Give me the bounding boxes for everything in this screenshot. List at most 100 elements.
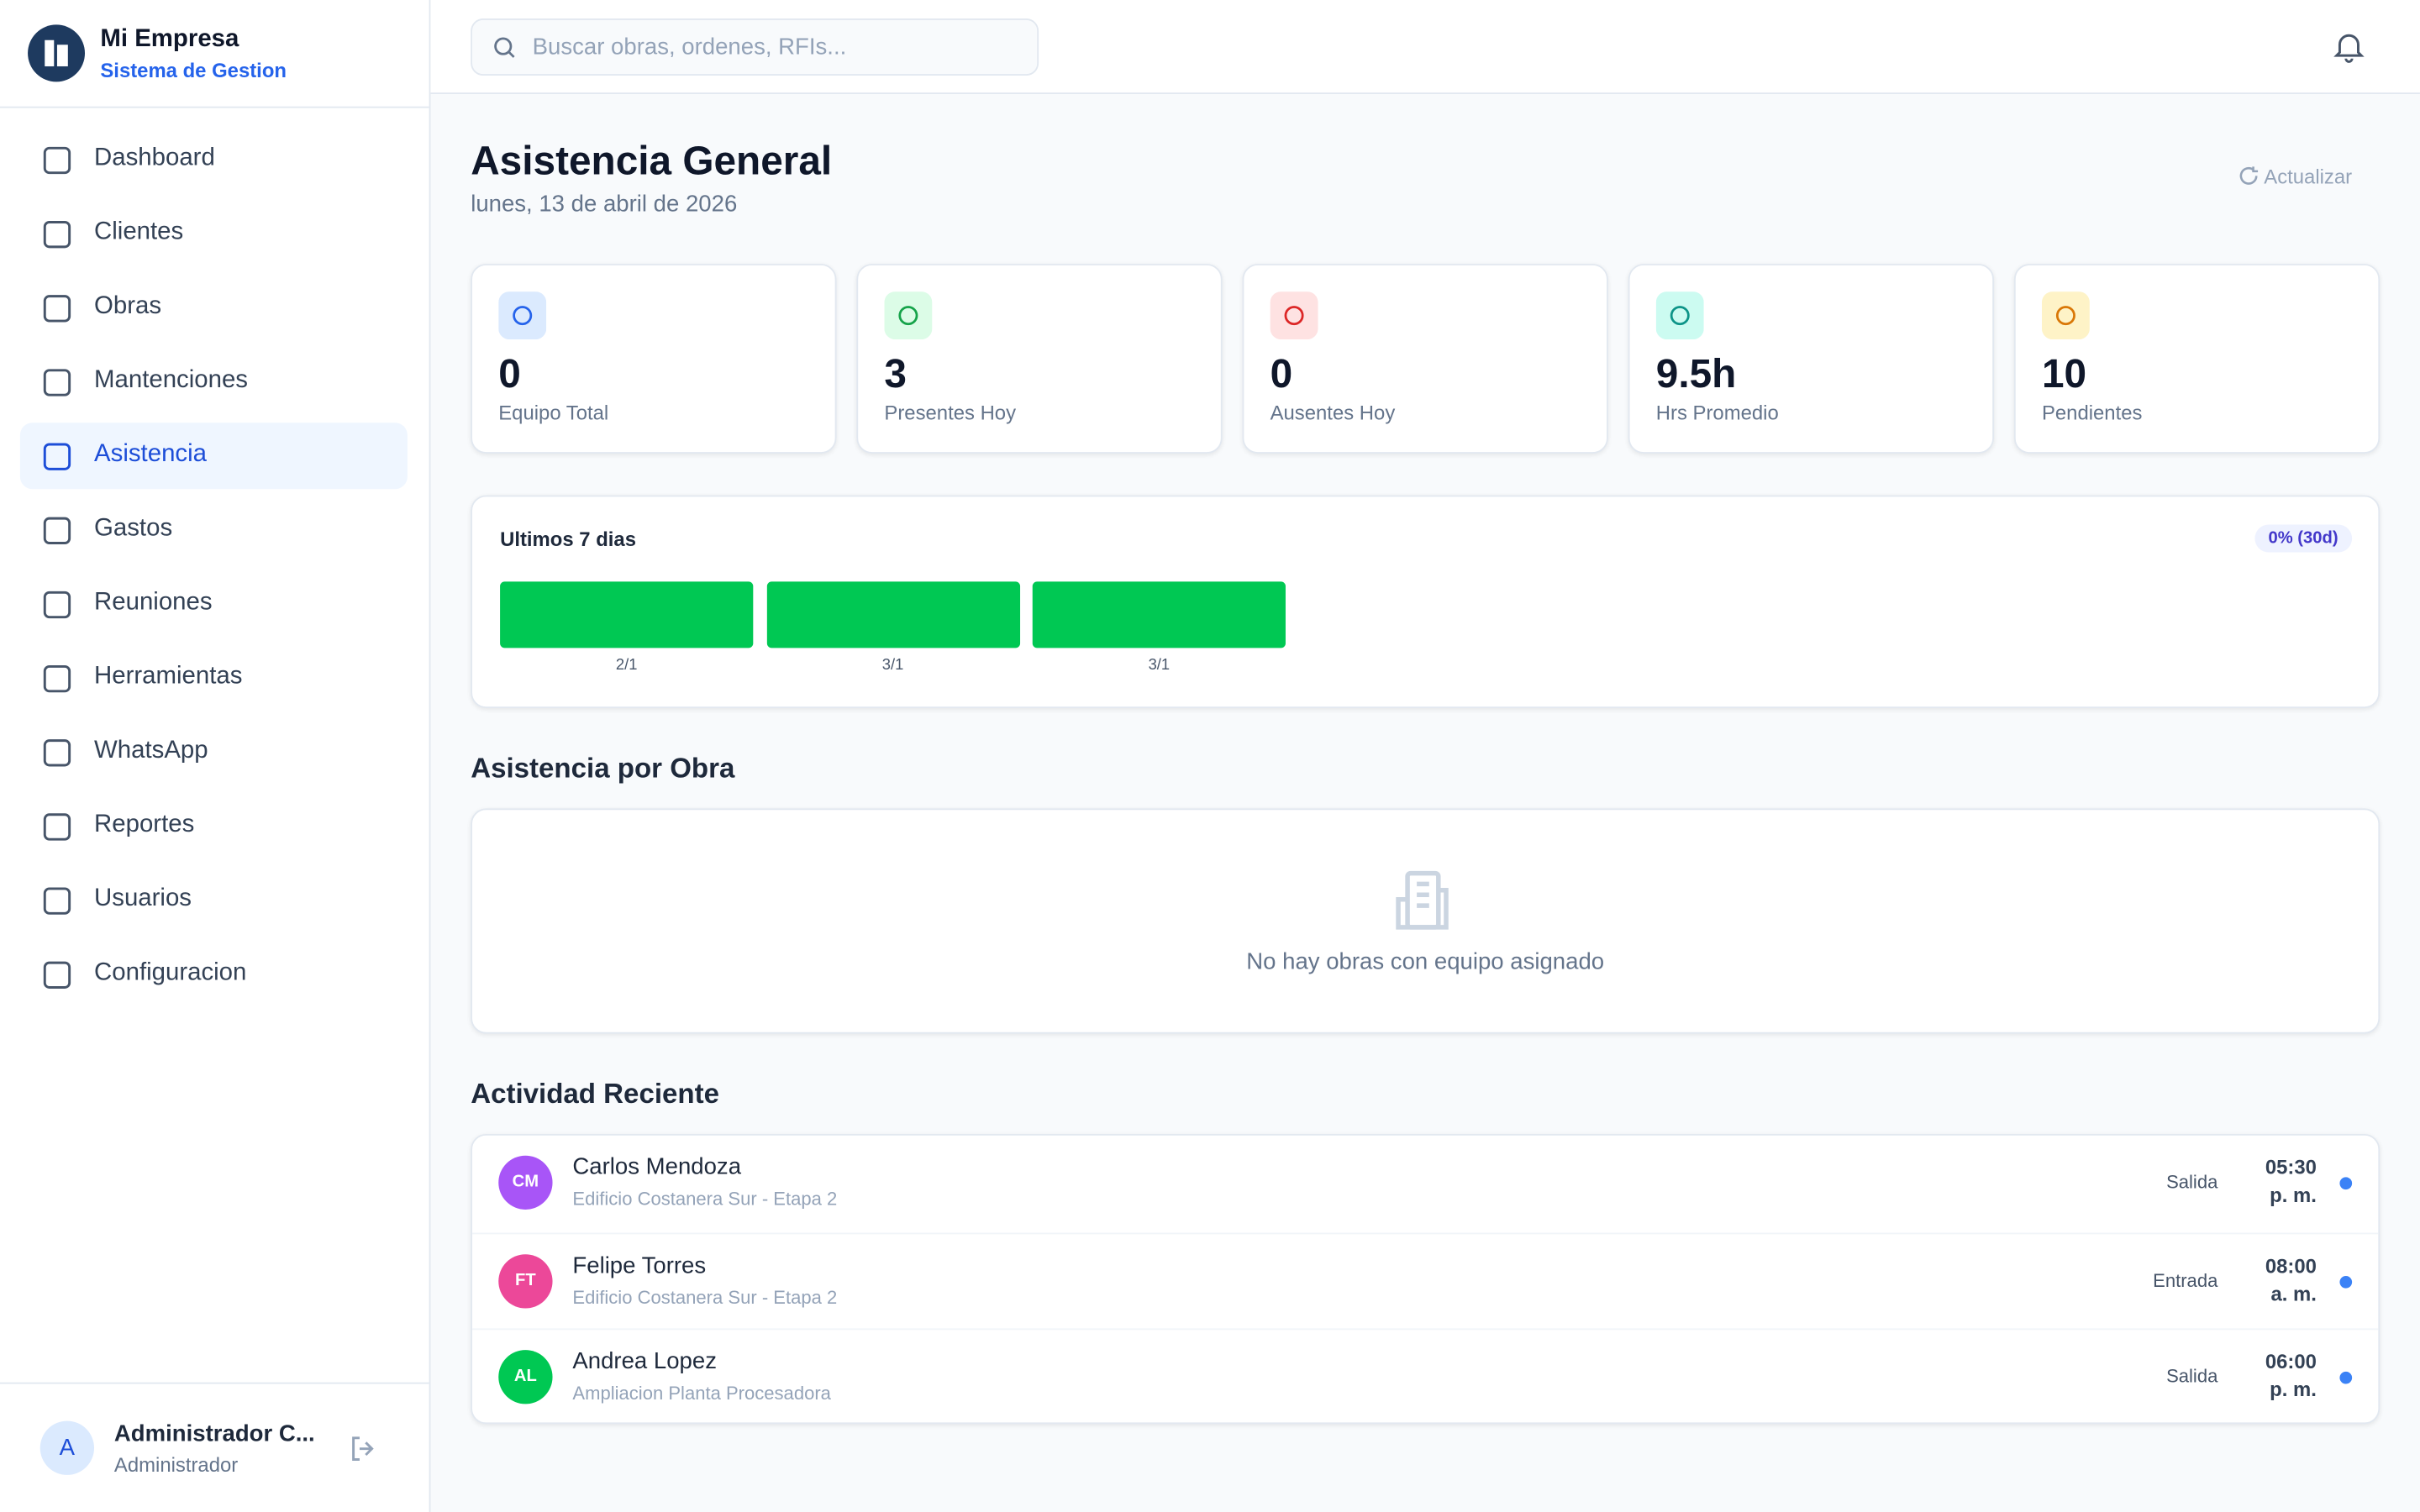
nav-item[interactable]: Configuracion xyxy=(20,941,408,1007)
nav-item[interactable]: Clientes xyxy=(20,201,408,267)
nav-icon xyxy=(43,295,71,323)
stat-label: Pendientes xyxy=(2041,401,2143,425)
divider xyxy=(0,106,429,108)
event-type: Salida xyxy=(2166,1171,2218,1193)
site-name: Edificio Costanera Sur - Etapa 2 xyxy=(572,1188,838,1210)
nav-label: Dashboard xyxy=(94,144,215,171)
stat-icon xyxy=(2041,291,2090,340)
nav-label: Mantenciones xyxy=(94,367,249,394)
stat-card: 0 Equipo Total xyxy=(471,264,837,454)
nav-item[interactable]: Asistencia xyxy=(19,423,408,490)
nav-label: Usuarios xyxy=(94,885,192,912)
nav-item[interactable]: Gastos xyxy=(20,496,408,563)
activity-row: FT Felipe Torres Edificio Costanera Sur - … xyxy=(472,1231,2379,1330)
status-dot xyxy=(2339,1371,2353,1384)
brand-subtitle: Sistema de Gestion xyxy=(100,58,287,82)
section-title: Asistencia por Obra xyxy=(471,753,735,785)
nav-item[interactable]: Obras xyxy=(20,275,408,341)
nav-label: Obras xyxy=(94,292,162,320)
nav-label: Asistencia xyxy=(94,441,207,468)
sidebar: Mi Empresa Sistema de Gestion Dashboard C… xyxy=(0,0,431,1512)
event-type: Entrada xyxy=(2153,1268,2218,1291)
nav-label: Configuracion xyxy=(94,959,247,986)
stat-value: 9.5h xyxy=(1655,349,1737,397)
nav-icon xyxy=(43,443,71,470)
nav-label: Herramientas xyxy=(94,663,243,690)
activity-card: CM Carlos Mendoza Edificio Costanera Sur -… xyxy=(471,1133,2381,1425)
avatar: CM xyxy=(498,1155,553,1210)
avatar: FT xyxy=(498,1253,553,1308)
nav-item[interactable]: Herramientas xyxy=(20,645,408,711)
stat-label: Equipo Total xyxy=(498,401,609,425)
status-dot xyxy=(2339,1177,2353,1190)
user-name: Administrador C... xyxy=(113,1420,315,1447)
stat-icon xyxy=(1270,291,1318,340)
event-period: p. m. xyxy=(2270,1183,2317,1207)
nav-item[interactable]: Mantenciones xyxy=(20,349,408,415)
nav-item[interactable]: WhatsApp xyxy=(20,719,408,785)
search-placeholder: Buscar obras, ordenes, RFIs... xyxy=(532,34,847,60)
site-name: Ampliacion Planta Procesadora xyxy=(572,1382,831,1404)
stat-card: 9.5h Hrs Promedio xyxy=(1628,264,1995,454)
stat-icon xyxy=(1655,291,1704,340)
stat-card: 10 Pendientes xyxy=(2013,264,2381,454)
nav-icon xyxy=(43,517,71,544)
event-period: p. m. xyxy=(2270,1378,2317,1401)
stat-label: Hrs Promedio xyxy=(1655,401,1779,425)
status-dot xyxy=(2339,1275,2353,1288)
nav-icon xyxy=(43,887,71,915)
stat-label: Presentes Hoy xyxy=(884,401,1017,425)
brand: Mi Empresa xyxy=(100,26,239,53)
person-name: Felipe Torres xyxy=(572,1252,707,1278)
page-title: Asistencia General xyxy=(471,137,833,184)
stat-value: 0 xyxy=(498,349,521,397)
site-name: Edificio Costanera Sur - Etapa 2 xyxy=(572,1285,838,1308)
nav-icon xyxy=(43,961,71,989)
day-label: 3/1 xyxy=(881,657,904,675)
notifications[interactable] xyxy=(2332,29,2365,63)
nav-icon xyxy=(43,221,71,249)
week-title: Ultimos 7 dias xyxy=(500,528,636,551)
nav-icon xyxy=(43,813,71,841)
user-avatar: A xyxy=(39,1420,95,1475)
logout[interactable] xyxy=(349,1435,376,1462)
nav-item[interactable]: Usuarios xyxy=(20,867,408,933)
day-bar xyxy=(1032,581,1286,648)
nav-icon xyxy=(43,369,71,396)
stat-value: 0 xyxy=(1270,349,1293,397)
event-time: 06:00 xyxy=(2265,1350,2317,1373)
nav-label: WhatsApp xyxy=(94,737,208,764)
nav-label: Clientes xyxy=(94,218,184,246)
nav-label: Gastos xyxy=(94,515,173,542)
search[interactable]: Buscar obras, ordenes, RFIs... xyxy=(471,18,1039,76)
event-type: Salida xyxy=(2166,1365,2218,1388)
site-card: No hay obras con equipo asignado xyxy=(471,808,2381,1034)
stat-icon xyxy=(498,291,547,340)
nav-label: Reuniones xyxy=(94,589,213,616)
event-time: 08:00 xyxy=(2265,1253,2317,1277)
activity-row: CM Carlos Mendoza Edificio Costanera Sur -… xyxy=(472,1136,2378,1231)
divider xyxy=(0,1382,429,1384)
activity-row: AL Andrea Lopez Ampliacion Planta Procesad… xyxy=(472,1328,2379,1422)
page-date: lunes, 13 de abril de 2026 xyxy=(471,191,738,218)
nav-icon xyxy=(43,591,71,619)
refresh[interactable]: Actualizar xyxy=(2238,165,2353,189)
day-label: 2/1 xyxy=(615,657,638,675)
stat-value: 10 xyxy=(2041,349,2087,397)
day-label: 3/1 xyxy=(1148,657,1171,675)
stat-card: 3 Presentes Hoy xyxy=(856,264,1223,454)
person-name: Carlos Mendoza xyxy=(572,1153,742,1181)
nav-item[interactable]: Dashboard xyxy=(20,127,408,193)
avatar: AL xyxy=(498,1350,553,1404)
nav-item[interactable]: Reuniones xyxy=(20,571,408,638)
logo xyxy=(28,24,86,82)
user-role: Administrador xyxy=(113,1453,239,1477)
refresh-label: Actualizar xyxy=(2264,165,2353,189)
week-card: Ultimos 7 dias 0% (30d) 2/1 3/1 3/1 xyxy=(471,495,2381,709)
nav-item[interactable]: Reportes xyxy=(20,793,408,859)
nav-icon xyxy=(43,739,71,767)
event-time: 05:30 xyxy=(2265,1155,2317,1179)
empty-message: No hay obras con equipo asignado xyxy=(1246,948,1605,975)
